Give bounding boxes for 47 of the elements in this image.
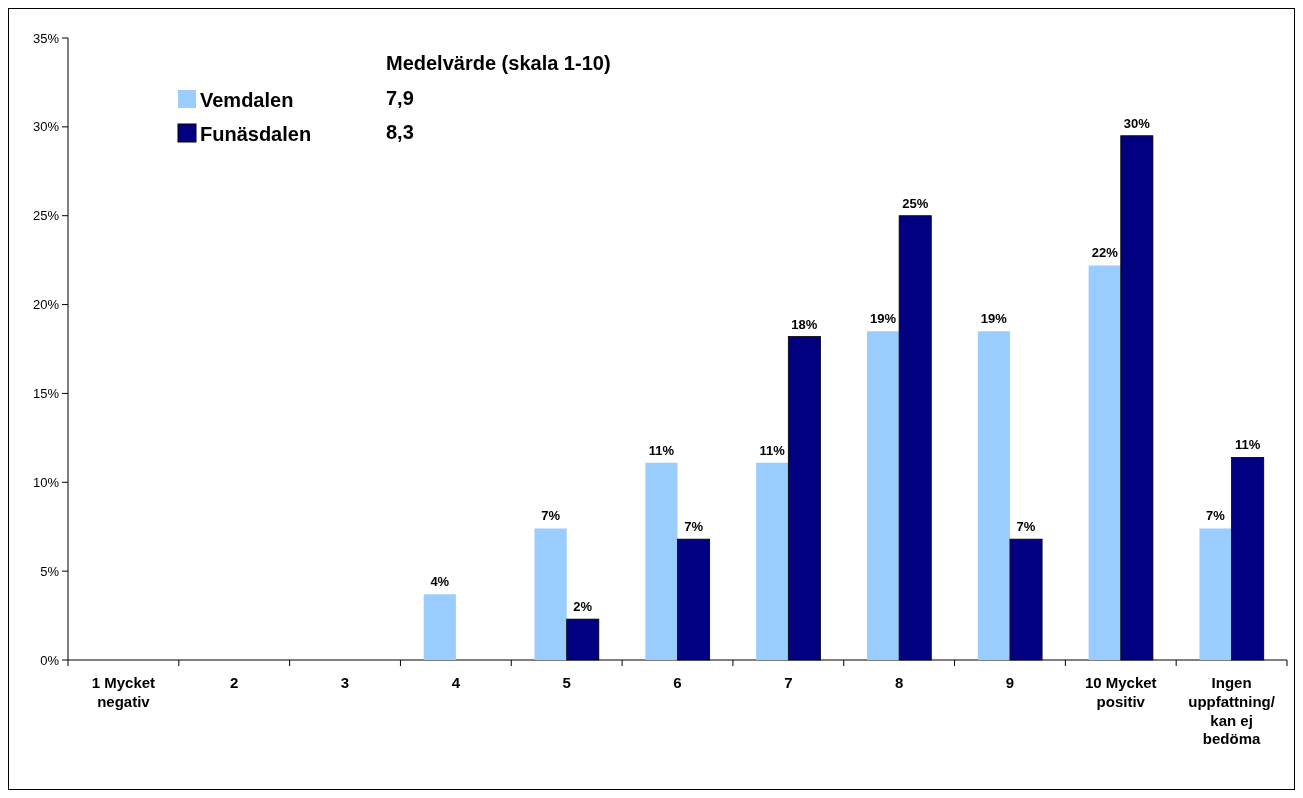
y-tick-label: 0% (40, 652, 60, 668)
legend-title: Medelvärde (skala 1-10) (386, 52, 611, 74)
y-tick-label: 20% (32, 297, 60, 313)
data-label: 19% (980, 311, 1008, 327)
bar (645, 462, 678, 660)
data-label: 22% (1091, 245, 1119, 261)
x-tick-label: 10 Mycket positiv (1084, 674, 1157, 710)
legend-label: Funäsdalen (200, 123, 312, 145)
x-tick-label: 9 (1005, 674, 1015, 691)
x-tick-label: 3 (340, 674, 350, 691)
data-label: 18% (791, 316, 818, 332)
bar (1088, 265, 1121, 660)
bar (1199, 528, 1232, 660)
x-tick-label: 7 (784, 674, 793, 691)
y-tick-label: 5% (40, 563, 60, 579)
x-tick-label: 1 Mycket negativ (91, 674, 156, 710)
data-label: 7% (541, 508, 561, 524)
bar (423, 594, 456, 660)
data-label: 11% (1235, 437, 1261, 453)
x-tick-label: 2 (230, 674, 239, 691)
legend-label: Vemdalen (200, 89, 294, 111)
y-tick-label: 25% (32, 208, 60, 224)
y-tick-label: 10% (32, 474, 60, 490)
x-tick-label: 4 (451, 674, 461, 691)
data-label: 19% (870, 311, 897, 327)
data-label: 4% (430, 574, 450, 590)
bar (756, 462, 789, 660)
x-tick-label: Ingen uppfattning/ kan ej bedöma (1188, 674, 1276, 748)
data-label: 2% (573, 599, 593, 615)
y-tick-label: 30% (32, 119, 60, 135)
x-tick-label: 8 (894, 674, 904, 691)
y-tick-label: 15% (32, 385, 60, 401)
x-tick-label: 6 (673, 674, 682, 691)
data-label: 30% (1123, 115, 1151, 131)
data-label: 7% (1206, 508, 1226, 524)
bar (977, 331, 1010, 660)
y-tick-label: 35% (32, 30, 60, 46)
annotation: 8,3 (386, 121, 414, 143)
bar (534, 528, 567, 660)
data-label: 25% (902, 195, 929, 211)
x-tick-label: 5 (562, 674, 571, 691)
data-label: 7% (1016, 519, 1036, 535)
data-label: 11% (648, 442, 675, 458)
bar (867, 331, 900, 660)
data-label: 7% (684, 519, 704, 535)
annotation: 7,9 (386, 87, 414, 109)
data-label: 11% (759, 442, 786, 458)
